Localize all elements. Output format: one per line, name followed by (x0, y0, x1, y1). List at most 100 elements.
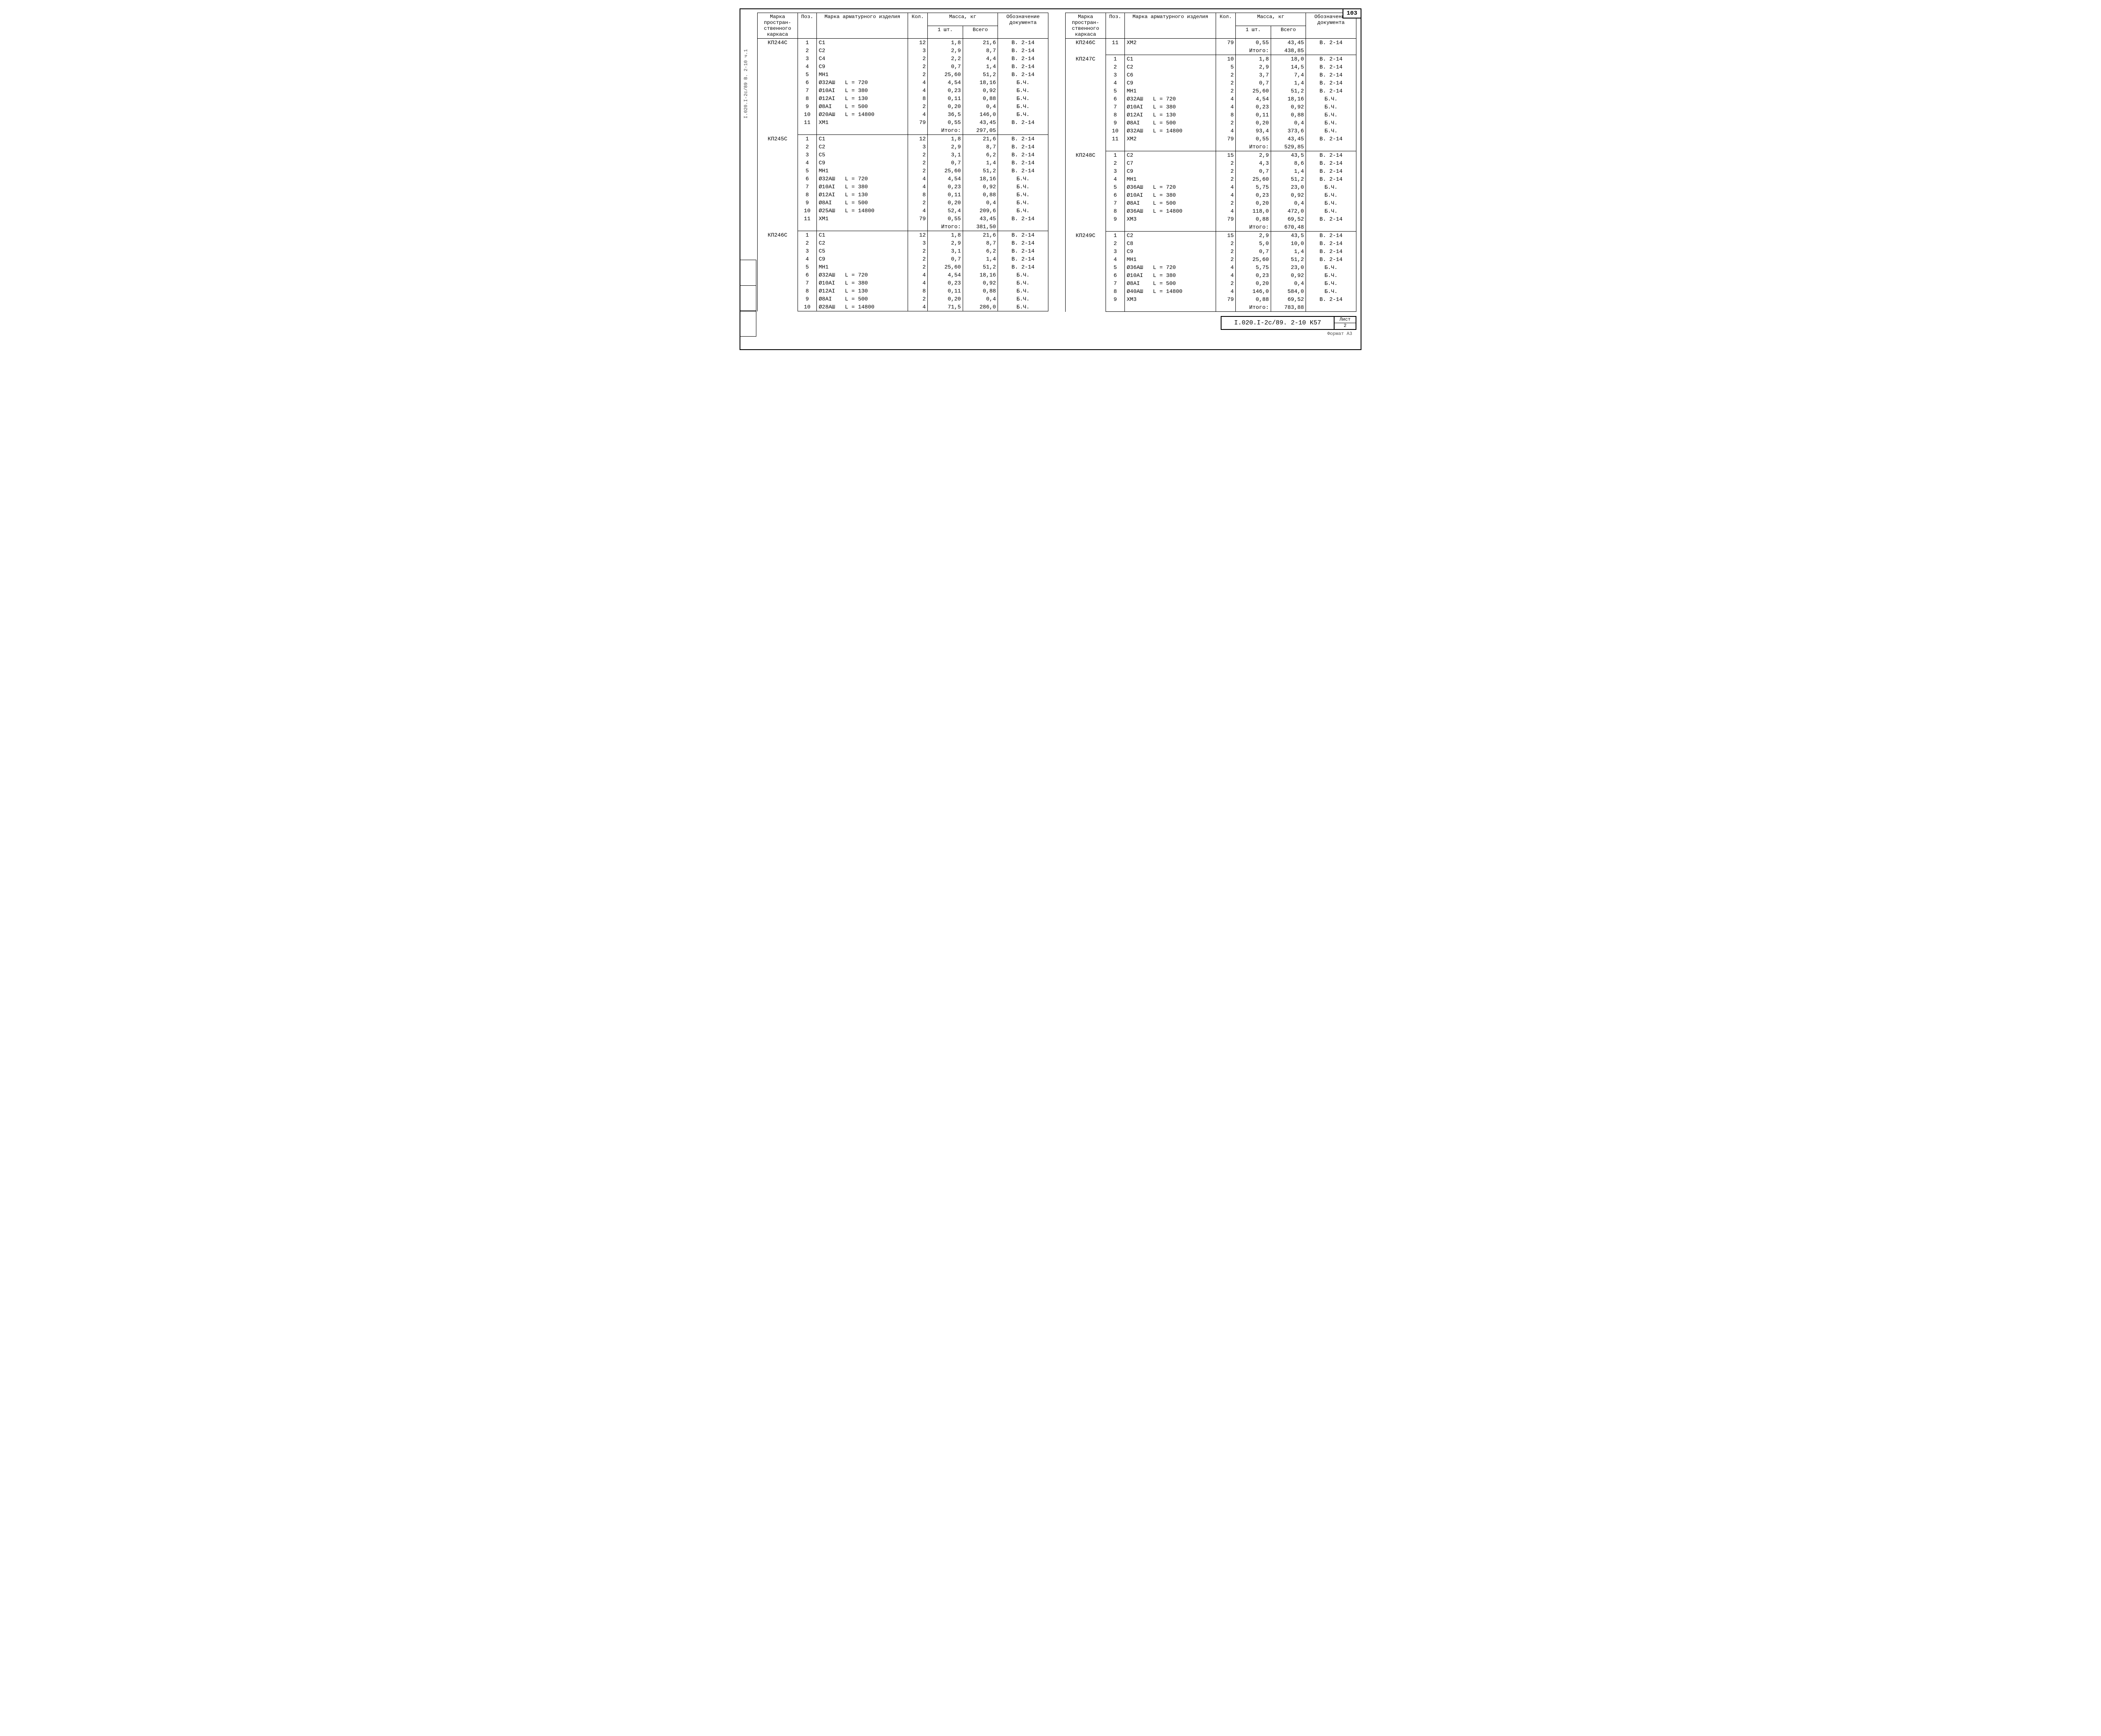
mass-total-cell: 51,2 (963, 167, 998, 175)
mass-total-cell: 209,6 (963, 207, 998, 215)
mass-one-cell: 2,9 (928, 143, 963, 151)
pos-cell: 2 (1106, 240, 1125, 248)
sheet-label: Лист (1335, 317, 1356, 323)
title-block: I.020.I-2с/89. 2-10 К57 Лист 2 (757, 316, 1356, 330)
item-cell: С9 (817, 63, 908, 71)
mass-one-cell: 0,20 (1236, 279, 1271, 287)
item-cell: С9 (817, 255, 908, 263)
kol-cell: 2 (908, 255, 927, 263)
kol-cell: 4 (1216, 95, 1235, 103)
mass-one-cell: 0,7 (928, 63, 963, 71)
item-cell: Ø32АШ L = 14800 (1125, 127, 1216, 135)
mass-one-cell: 36,5 (928, 111, 963, 119)
page-number: 103 (1343, 8, 1361, 18)
kol-cell: 2 (908, 167, 927, 175)
kol-cell: 5 (1216, 63, 1235, 71)
pos-cell: 1 (1106, 55, 1125, 63)
kol-cell: 2 (908, 247, 927, 255)
kol-cell (1216, 47, 1235, 55)
kol-cell (1216, 143, 1235, 151)
doc-cell: Б.Ч. (1306, 127, 1356, 135)
doc-cell: Б.Ч. (998, 295, 1048, 303)
doc-cell: Б.Ч. (998, 103, 1048, 111)
doc-cell: Б.Ч. (1306, 271, 1356, 279)
pos-cell: 1 (1106, 151, 1125, 160)
table-row: Итого:381,50 (758, 223, 1048, 231)
kol-cell: 10 (1216, 55, 1235, 63)
kol-cell: 4 (908, 79, 927, 87)
item-cell (1125, 47, 1216, 55)
table-row: 6Ø32АШ L = 72044,5418,16Б.Ч. (1066, 95, 1356, 103)
item-cell: Ø32АШ L = 720 (817, 79, 908, 87)
table-row: 3С422,24,4В. 2-14 (758, 55, 1048, 63)
pos-cell: 2 (1106, 63, 1125, 71)
kol-cell: 2 (1216, 175, 1235, 183)
table-row: 8Ø12АI L = 13080,110,88Б.Ч. (758, 191, 1048, 199)
pos-cell: 3 (798, 151, 817, 159)
mass-one-cell: 0,20 (928, 199, 963, 207)
table-row: 4С920,71,4В. 2-14 (758, 63, 1048, 71)
mass-total-cell: 4,4 (963, 55, 998, 63)
mass-total-cell: 8,7 (963, 143, 998, 151)
doc-cell: В. 2-14 (998, 55, 1048, 63)
mass-one-cell: 2,9 (1236, 63, 1271, 71)
marka-cell: КП246С (1066, 39, 1106, 55)
mass-one-cell: 2,9 (1236, 151, 1271, 160)
table-row: 10Ø25АШ L = 14800452,4209,6Б.Ч. (758, 207, 1048, 215)
kol-cell: 79 (1216, 135, 1235, 143)
pos-cell: 7 (1106, 279, 1125, 287)
mass-one-cell: 25,60 (1236, 175, 1271, 183)
doc-cell: В. 2-14 (1306, 240, 1356, 248)
mass-one-cell: 1,8 (928, 39, 963, 47)
kol-cell (1216, 303, 1235, 312)
mass-total-cell: 69,52 (1271, 295, 1306, 303)
table-row: 7Ø8АI L = 50020,200,4Б.Ч. (1066, 199, 1356, 207)
table-row: 8Ø12АI L = 13080,110,88Б.Ч. (1066, 111, 1356, 119)
table-row: 9Ø8АI L = 50020,200,4Б.Ч. (1066, 119, 1356, 127)
pos-cell: 8 (798, 191, 817, 199)
mass-total-cell: 584,0 (1271, 287, 1306, 295)
table-row: 2С232,98,7В. 2-14 (758, 143, 1048, 151)
table-row: Итого:670,48 (1066, 223, 1356, 232)
mass-total-cell: 670,48 (1271, 223, 1306, 232)
mass-total-cell: 43,5 (1271, 232, 1306, 240)
doc-cell: В. 2-14 (1306, 295, 1356, 303)
table-row: 5Ø36АШ L = 72045,7523,0Б.Ч. (1066, 263, 1356, 271)
item-cell: ХМ2 (1125, 39, 1216, 47)
mass-one-cell: 0,55 (1236, 135, 1271, 143)
marka-cell: КП246С (758, 231, 798, 311)
mass-total-cell: 43,45 (963, 215, 998, 223)
mass-total-cell: 1,4 (963, 63, 998, 71)
mass-total-cell: 0,4 (963, 103, 998, 111)
item-cell: ХМ2 (1125, 135, 1216, 143)
item-cell: Ø8АI L = 500 (817, 295, 908, 303)
doc-cell: В. 2-14 (1306, 79, 1356, 87)
table-row: КП246С11ХМ2790,5543,45В. 2-14 (1066, 39, 1356, 47)
doc-cell: В. 2-14 (1306, 232, 1356, 240)
table-row: 7Ø10АI L = 38040,230,92Б.Ч. (1066, 103, 1356, 111)
kol-cell: 3 (908, 47, 927, 55)
item-cell: С9 (817, 159, 908, 167)
item-cell: Ø32АШ L = 720 (817, 271, 908, 279)
marka-cell: КП245С (758, 135, 798, 231)
mass-total-cell: 6,2 (963, 247, 998, 255)
kol-cell: 79 (908, 119, 927, 126)
item-cell: ХМ3 (1125, 295, 1216, 303)
item-cell: Ø32АШ L = 720 (817, 175, 908, 183)
item-cell: Ø10АI L = 380 (1125, 271, 1216, 279)
mass-one-cell: Итого: (1236, 47, 1271, 55)
item-cell: МН1 (1125, 256, 1216, 263)
mass-total-cell: 51,2 (963, 263, 998, 271)
item-cell: Ø10АI L = 380 (1125, 103, 1216, 111)
item-cell (1125, 223, 1216, 232)
doc-cell: Б.Ч. (1306, 119, 1356, 127)
doc-cell (1306, 143, 1356, 151)
pos-cell (798, 126, 817, 135)
kol-cell: 4 (908, 303, 927, 311)
mass-one-cell: 2,9 (928, 239, 963, 247)
doc-cell: В. 2-14 (1306, 248, 1356, 256)
pos-cell: 6 (1106, 271, 1125, 279)
doc-cell: В. 2-14 (998, 215, 1048, 223)
pos-cell: 1 (1106, 232, 1125, 240)
mass-total-cell: 23,0 (1271, 183, 1306, 191)
